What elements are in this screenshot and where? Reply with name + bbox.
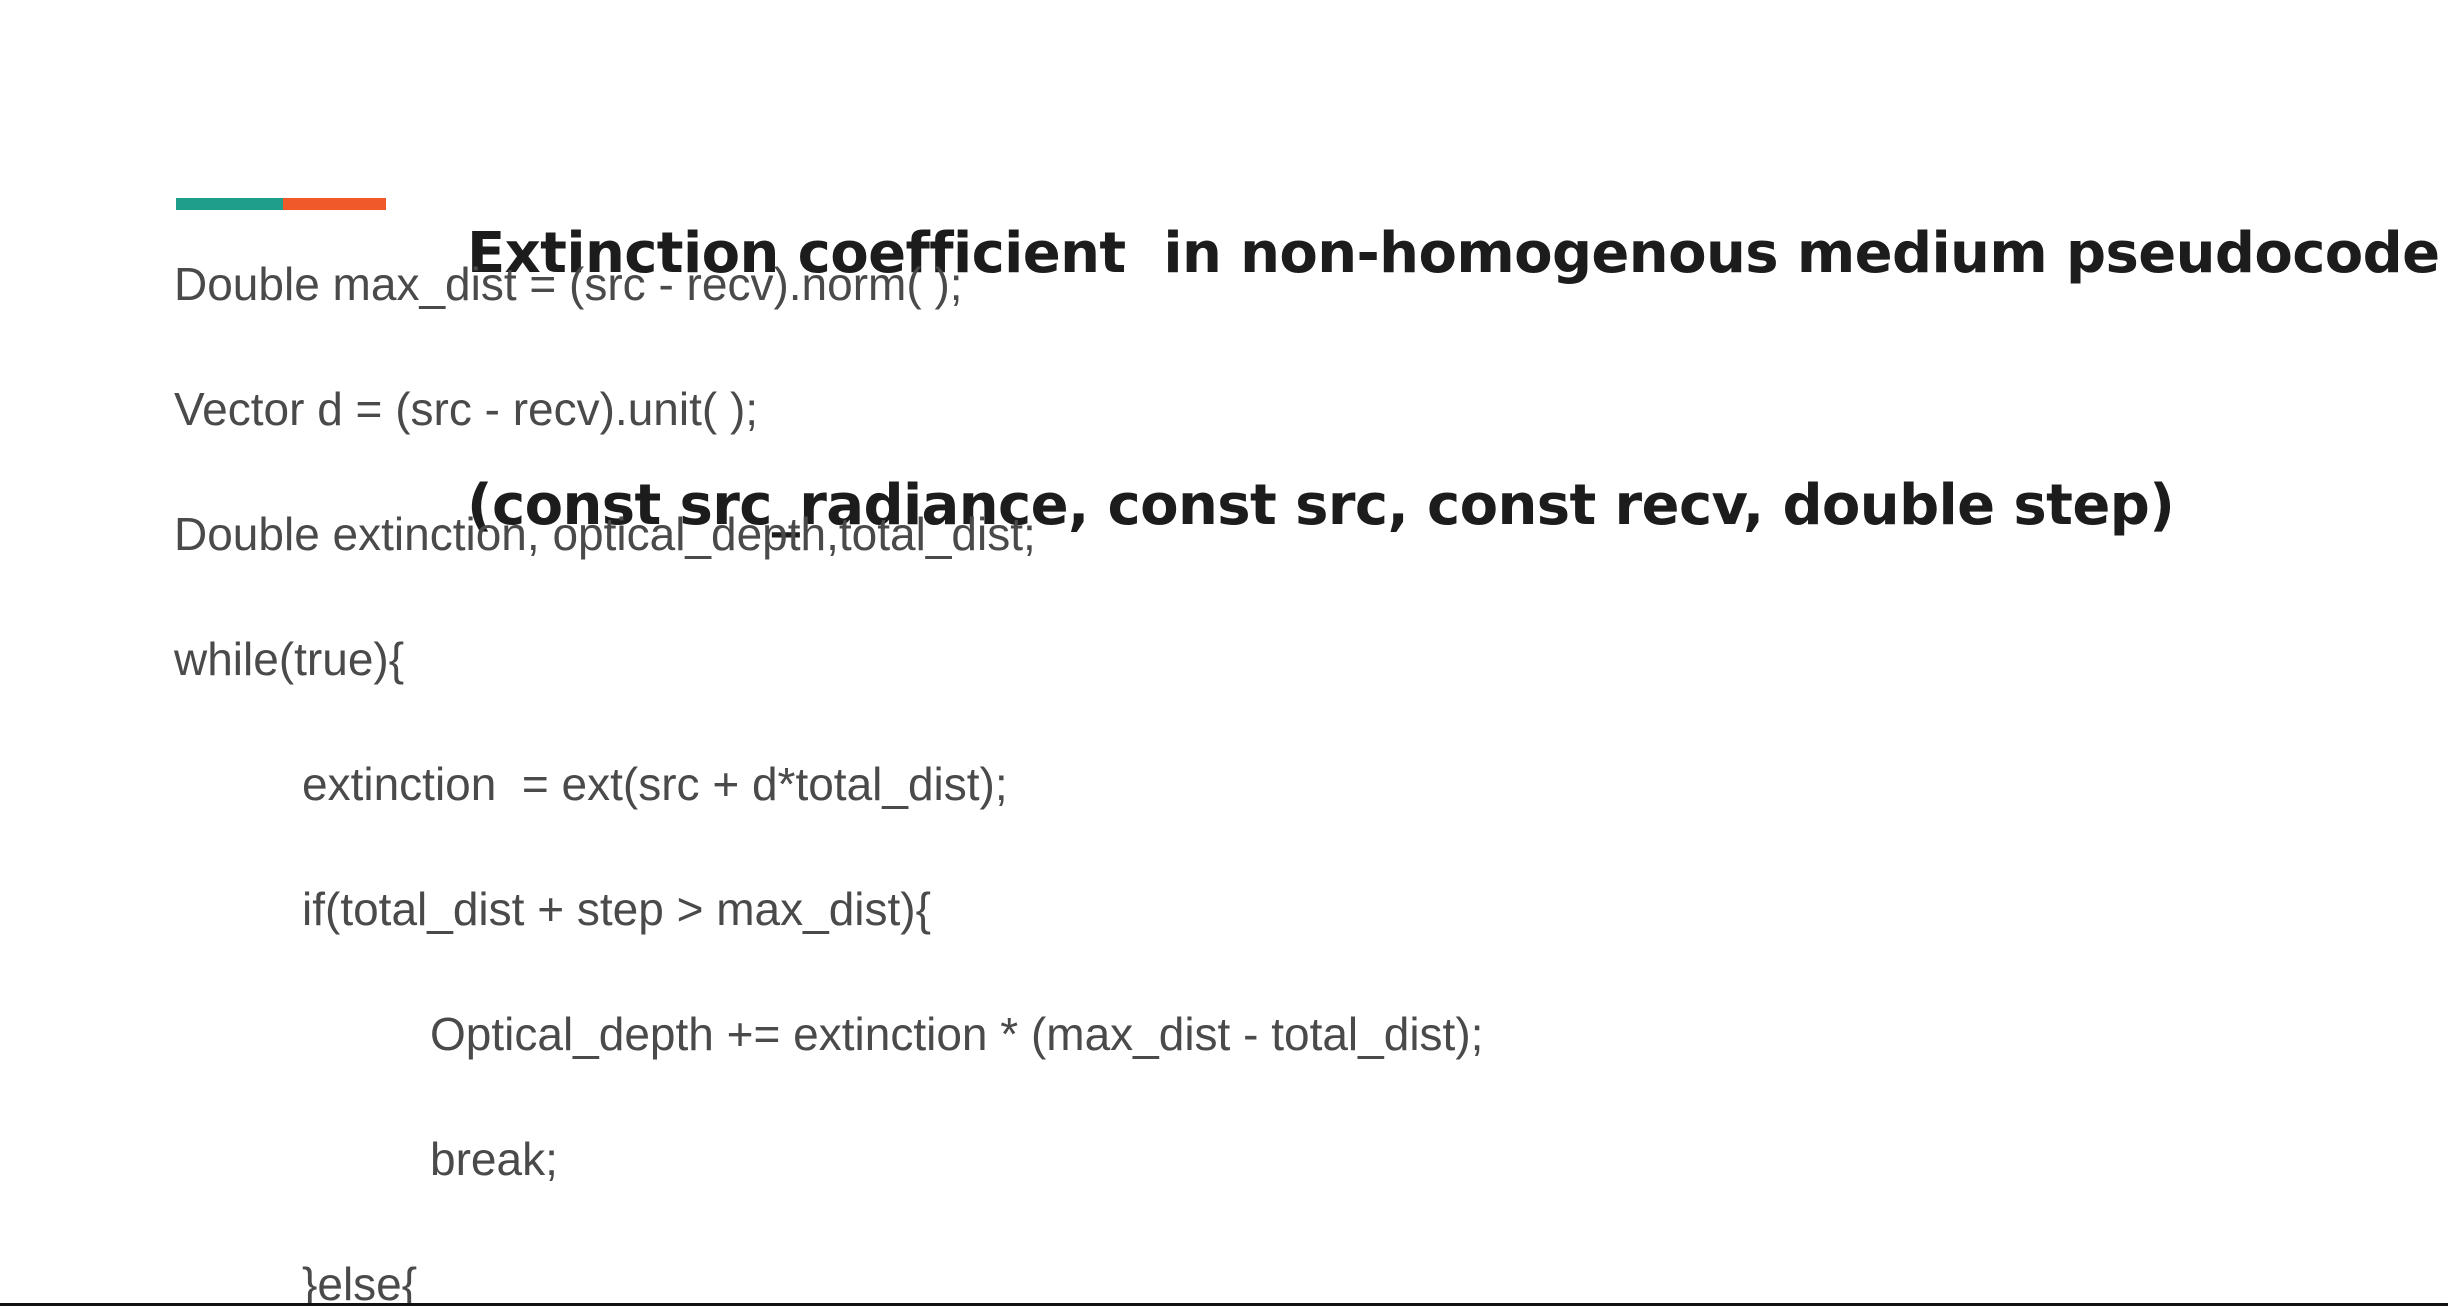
code-line: while(true){ [174,633,405,685]
code-line: Double extinction, optical_depth,total_d… [174,508,1036,560]
code-line: }else{ [302,1258,418,1304]
title-line-1: Extinction coefficient in non-homogenous… [467,221,2440,286]
code-line: if(total_dist + step > max_dist){ [302,883,931,935]
code-line: Optical_depth += extinction * (max_dist … [430,1008,1484,1060]
slide-title: Extinction coefficient in non-homogenous… [467,44,2442,716]
pseudocode-block: Double max_dist = (src - recv).norm( ); … [174,246,1483,1304]
accent-bar-orange [283,198,386,210]
code-line: Double max_dist = (src - recv).norm( ); [174,258,963,310]
code-line: Vector d = (src - recv).unit( ); [174,383,759,435]
title-line-2: (const src_radiance, const src, const re… [467,473,2175,538]
code-line: break; [430,1133,558,1185]
accent-bar-teal [176,198,283,210]
code-line: extinction = ext(src + d*total_dist); [302,758,1008,810]
slide-bottom-border [0,1303,2448,1306]
